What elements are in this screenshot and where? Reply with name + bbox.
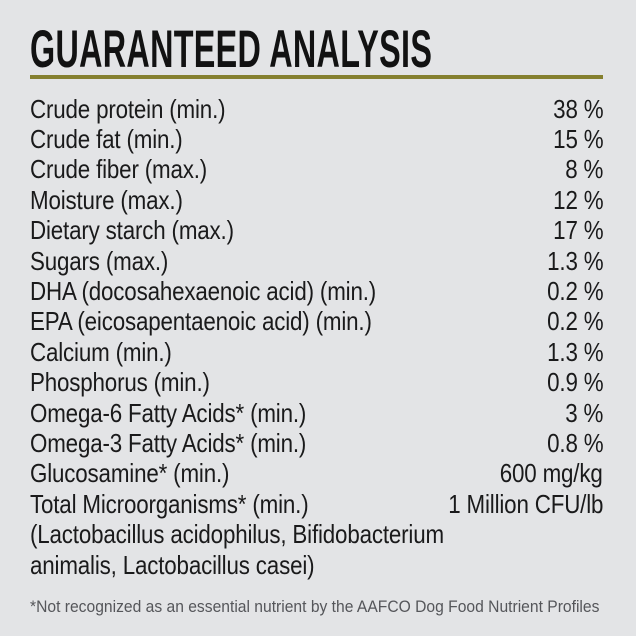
- row-label: Moisture (max.): [30, 184, 183, 215]
- table-row-crude-protein: Crude protein (min.) 38 %: [30, 94, 603, 124]
- microorganisms-species-line-1: (Lactobacillus acidophilus, Bifidobacter…: [30, 519, 444, 550]
- table-row-dietary-starch: Dietary starch (max.) 17 %: [30, 215, 603, 246]
- row-value: 3 %: [564, 397, 603, 428]
- table-row-epa: EPA (eicosapentaenoic acid) (min.) 0.2 %: [30, 306, 604, 337]
- row-label: Total Microorganisms* (min.): [30, 488, 309, 519]
- page-title: GUARANTEED ANALYSIS: [30, 20, 636, 79]
- page-title-text: GUARANTEED ANALYSIS: [30, 20, 433, 79]
- row-label: Crude protein (min.): [30, 93, 226, 124]
- table-row-phosphorus: Phosphorus (min.) 0.9 %: [30, 367, 604, 398]
- row-value: 0.9 %: [546, 367, 604, 398]
- table-row-glucosamine: Glucosamine* (min.) 600 mg/kg: [30, 458, 603, 489]
- row-label: Omega-3 Fatty Acids* (min.): [30, 428, 307, 458]
- row-value: 8 %: [564, 154, 603, 185]
- analysis-table: Crude protein (min.) 38 % Crude fat (min…: [30, 94, 603, 580]
- table-row-total-microorganisms: Total Microorganisms* (min.) 1 Million C…: [30, 489, 603, 519]
- row-value: 1.3 %: [546, 336, 604, 367]
- row-value: 600 mg/kg: [500, 458, 603, 489]
- table-row-crude-fat: Crude fat (min.) 15 %: [30, 124, 603, 154]
- row-value: 38 %: [552, 93, 603, 124]
- row-label: DHA (docosahexaenoic acid) (min.): [30, 276, 377, 307]
- row-value: 0.2 %: [546, 276, 604, 307]
- table-row-sugars: Sugars (max.) 1.3 %: [30, 246, 603, 276]
- table-row-omega3: Omega-3 Fatty Acids* (min.) 0.8 %: [30, 428, 603, 458]
- row-label: Crude fat (min.): [30, 124, 183, 155]
- table-row-omega6: Omega-6 Fatty Acids* (min.) 3 %: [30, 398, 603, 428]
- row-label: Dietary starch (max.): [30, 215, 234, 246]
- row-label: Omega-6 Fatty Acids* (min.): [30, 397, 307, 428]
- row-value: 15 %: [552, 124, 603, 155]
- table-row-dha: DHA (docosahexaenoic acid) (min.) 0.2 %: [30, 276, 603, 306]
- row-label: Calcium (min.): [30, 336, 172, 367]
- row-value: 17 %: [552, 215, 603, 246]
- row-label: Glucosamine* (min.): [30, 458, 230, 489]
- row-value: 0.2 %: [546, 306, 604, 337]
- microorganisms-species-line-2: animalis, Lactobacillus casei): [30, 549, 315, 580]
- header-underline: [30, 75, 603, 79]
- aafco-footnote-text: *Not recognized as an essential nutrient…: [30, 597, 600, 616]
- table-row-moisture: Moisture (max.) 12 %: [30, 185, 603, 215]
- table-row-calcium: Calcium (min.) 1.3 %: [30, 337, 603, 367]
- row-value: 0.8 %: [546, 428, 604, 458]
- row-label: EPA (eicosapentaenoic acid) (min.): [30, 306, 372, 337]
- aafco-footnote: *Not recognized as an essential nutrient…: [30, 596, 636, 618]
- row-value: 12 %: [552, 184, 603, 215]
- row-label: Phosphorus (min.): [30, 367, 210, 398]
- table-row-crude-fiber: Crude fiber (max.) 8 %: [30, 154, 603, 185]
- row-value: 1 Million CFU/lb: [447, 488, 603, 519]
- row-label: Sugars (max.): [30, 245, 169, 276]
- row-label: Crude fiber (max.): [30, 154, 208, 185]
- row-value: 1.3 %: [546, 245, 604, 276]
